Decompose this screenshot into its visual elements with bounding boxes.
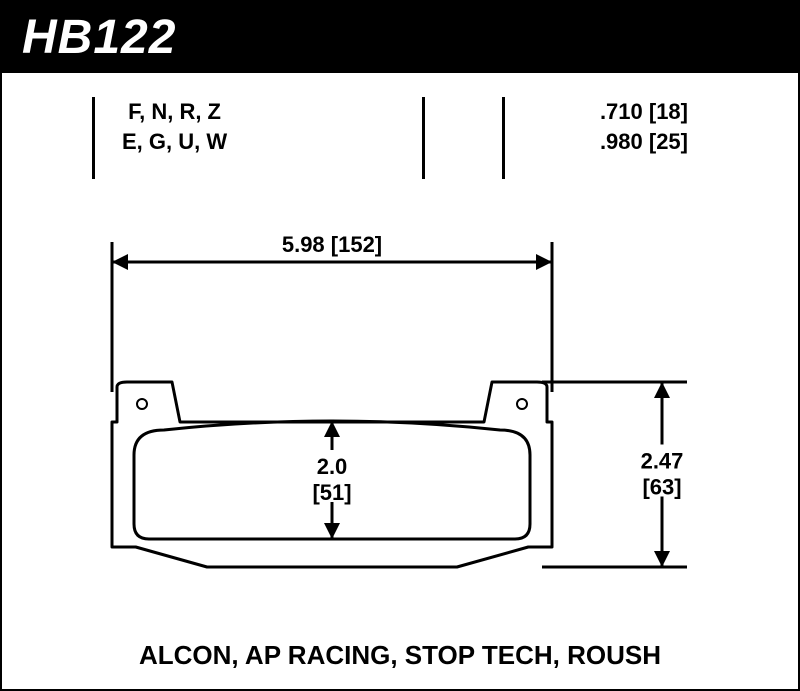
compounds-row1: F, N, R, Z: [122, 97, 227, 127]
svg-text:[51]: [51]: [312, 480, 351, 505]
spec-row: F, N, R, Z E, G, U, W .710 [18] .980 [25…: [2, 97, 798, 187]
part-number-title: HB122: [2, 2, 798, 73]
compounds-row2: E, G, U, W: [122, 127, 227, 157]
compound-codes: F, N, R, Z E, G, U, W: [122, 97, 227, 156]
thickness-values: .710 [18] .980 [25]: [600, 97, 688, 156]
spec-divider-right: [502, 97, 505, 179]
pad-drawing: 5.98 [152] 2.0[51] 2.47[63]: [32, 202, 772, 622]
spec-divider-mid: [422, 97, 425, 179]
svg-text:2.0: 2.0: [317, 454, 348, 479]
application-footer: ALCON, AP RACING, STOP TECH, ROUSH: [2, 640, 798, 671]
thickness-row1: .710 [18]: [600, 97, 688, 127]
spec-divider-left: [92, 97, 95, 179]
thickness-row2: .980 [25]: [600, 127, 688, 157]
svg-text:2.47: 2.47: [641, 449, 684, 474]
svg-text:[63]: [63]: [642, 475, 681, 500]
svg-text:5.98 [152]: 5.98 [152]: [282, 232, 382, 257]
